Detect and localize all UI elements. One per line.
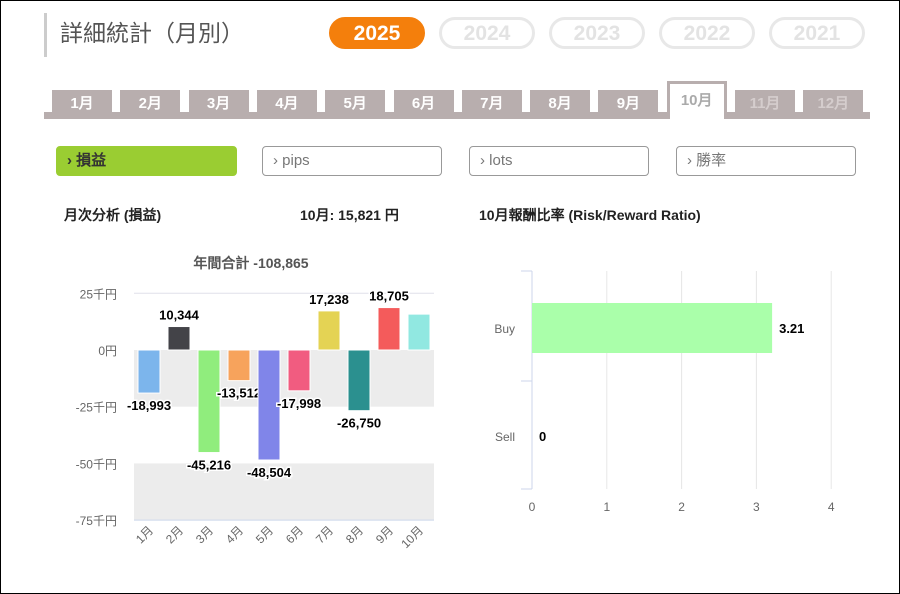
tab-month-3[interactable]: 3月 bbox=[188, 90, 249, 119]
x-tick-label: 2 bbox=[678, 500, 685, 514]
x-tick-label: 10月 bbox=[398, 523, 426, 551]
x-tick-label: 1 bbox=[603, 500, 610, 514]
x-tick-label: 3 bbox=[753, 500, 760, 514]
monthly-analysis-label: 月次分析 (損益) bbox=[64, 207, 162, 223]
bar-4月 bbox=[227, 349, 251, 382]
y-tick-label: -50千円 bbox=[76, 457, 117, 471]
data-label: 18,705 bbox=[369, 289, 409, 304]
data-label: -45,216 bbox=[187, 458, 231, 473]
subtab-2[interactable]: › lots bbox=[469, 146, 649, 176]
bar-2月 bbox=[167, 326, 191, 351]
rr-title: 10月報酬比率 (Risk/Reward Ratio) bbox=[479, 207, 701, 223]
bar-3月 bbox=[197, 349, 221, 454]
bar-5月 bbox=[257, 349, 281, 461]
y-tick-label: -75千円 bbox=[76, 514, 117, 528]
year-button-2021[interactable]: 2021 bbox=[769, 17, 865, 49]
bar-8月 bbox=[347, 349, 371, 412]
tab-month-4[interactable]: 4月 bbox=[256, 90, 317, 119]
subtab-0[interactable]: › 損益 bbox=[56, 146, 237, 176]
bar-7月 bbox=[317, 310, 341, 351]
tab-month-5[interactable]: 5月 bbox=[325, 90, 386, 119]
subtab-1[interactable]: › pips bbox=[262, 146, 442, 176]
tab-bar bbox=[44, 112, 870, 119]
subtab-3[interactable]: › 勝率 bbox=[676, 146, 856, 176]
bar-Buy bbox=[532, 303, 773, 353]
tab-month-10[interactable]: 10月 bbox=[666, 81, 727, 119]
tab-month-7[interactable]: 7月 bbox=[461, 90, 522, 119]
data-label: 10,344 bbox=[159, 308, 200, 323]
chart-title: 年間合計 -108,865 bbox=[193, 255, 308, 271]
x-tick-label: 9月 bbox=[373, 523, 396, 546]
x-tick-label: 0 bbox=[529, 500, 536, 514]
data-label: -18,993 bbox=[127, 398, 171, 413]
x-tick-label: 7月 bbox=[313, 523, 336, 546]
data-label: -17,998 bbox=[277, 396, 321, 411]
data-label: -13,512 bbox=[217, 386, 261, 401]
y-tick-label: 0円 bbox=[98, 344, 117, 358]
bar-6月 bbox=[287, 349, 311, 392]
plot-band bbox=[134, 463, 434, 521]
tab-month-8[interactable]: 8月 bbox=[530, 90, 591, 119]
page-title: 詳細統計（月別） bbox=[44, 13, 244, 57]
y-tick-label: Buy bbox=[494, 322, 515, 336]
data-label: -26,750 bbox=[337, 416, 381, 431]
year-button-2023[interactable]: 2023 bbox=[549, 17, 645, 49]
tab-month-11[interactable]: 11月 bbox=[735, 90, 795, 119]
x-tick-label: 5月 bbox=[253, 523, 276, 546]
plot-band bbox=[134, 350, 434, 407]
y-tick-label: -25千円 bbox=[76, 401, 117, 415]
bar-1月 bbox=[137, 349, 161, 394]
tab-month-1[interactable]: 1月 bbox=[52, 90, 112, 119]
month-tabs: 1月 2月 3月 4月 5月 6月 7月 8月 9月 10月 11月 12月 bbox=[44, 81, 870, 119]
year-button-2024[interactable]: 2024 bbox=[439, 17, 535, 49]
tab-month-2[interactable]: 2月 bbox=[120, 90, 181, 119]
x-tick-label: 2月 bbox=[163, 523, 186, 546]
x-tick-label: 6月 bbox=[283, 523, 306, 546]
x-tick-label: 4 bbox=[828, 500, 835, 514]
data-label: 0 bbox=[539, 429, 546, 444]
tab-month-12[interactable]: 12月 bbox=[803, 90, 864, 119]
y-tick-label: 25千円 bbox=[80, 287, 117, 301]
tab-month-6[interactable]: 6月 bbox=[393, 90, 454, 119]
data-label: -48,504 bbox=[247, 465, 292, 480]
x-tick-label: 8月 bbox=[343, 523, 366, 546]
data-label: 17,238 bbox=[309, 292, 349, 307]
year-button-2025[interactable]: 2025 bbox=[329, 17, 425, 49]
data-label: 3.21 bbox=[779, 321, 804, 336]
bar-10月 bbox=[407, 313, 431, 351]
month-value: 10月: 15,821 円 bbox=[300, 207, 399, 223]
x-tick-label: 1月 bbox=[133, 523, 156, 546]
x-tick-label: 3月 bbox=[193, 523, 216, 546]
tab-month-9[interactable]: 9月 bbox=[598, 90, 659, 119]
year-button-2022[interactable]: 2022 bbox=[659, 17, 755, 49]
x-tick-label: 4月 bbox=[223, 523, 246, 546]
bar-9月 bbox=[377, 307, 401, 351]
y-tick-label: Sell bbox=[495, 430, 515, 444]
